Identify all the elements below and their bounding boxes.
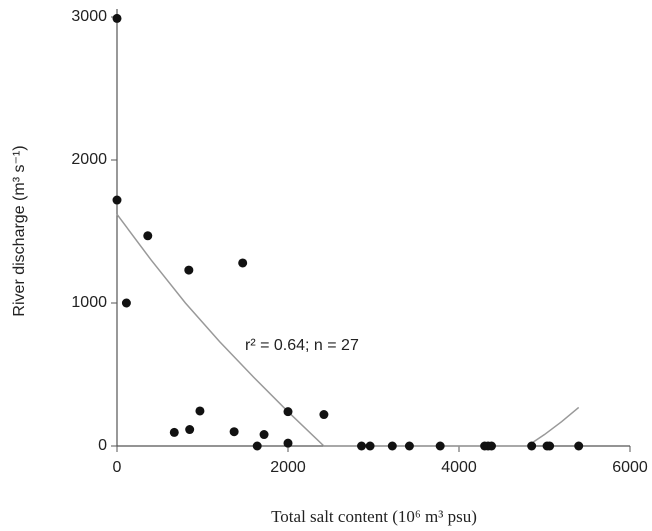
x-axis-label: Total salt content (10⁶ m³ psu) xyxy=(271,507,477,526)
point xyxy=(283,407,293,417)
point xyxy=(229,427,239,437)
y-axis-label: River discharge (m³ s⁻¹) xyxy=(11,145,28,316)
point xyxy=(357,441,367,451)
point xyxy=(252,441,262,451)
point xyxy=(259,430,269,440)
y-tick-label: 2000 xyxy=(71,151,107,168)
point xyxy=(545,441,555,451)
point xyxy=(112,13,122,23)
point xyxy=(238,258,248,268)
point xyxy=(527,441,537,451)
x-tick-label: 2000 xyxy=(270,459,306,476)
point xyxy=(283,438,293,448)
point xyxy=(195,406,205,416)
x-tick-label: 4000 xyxy=(441,459,477,476)
point xyxy=(435,441,445,451)
x-tick-label: 6000 xyxy=(612,459,648,476)
point xyxy=(121,298,131,308)
point xyxy=(143,231,153,241)
x-tick-label: 0 xyxy=(113,459,122,476)
point xyxy=(574,441,584,451)
point xyxy=(404,441,414,451)
annotation: r² = 0.64; n = 27 xyxy=(245,337,359,354)
y-tick-label: 1000 xyxy=(71,294,107,311)
point xyxy=(387,441,397,451)
fit-line xyxy=(116,213,580,447)
point xyxy=(184,265,194,275)
point xyxy=(169,427,179,437)
point xyxy=(319,410,329,420)
point xyxy=(365,441,375,451)
y-tick-label: 0 xyxy=(98,437,107,454)
point xyxy=(185,425,195,435)
point xyxy=(112,195,122,205)
y-tick-label: 3000 xyxy=(71,8,107,25)
point xyxy=(486,441,496,451)
